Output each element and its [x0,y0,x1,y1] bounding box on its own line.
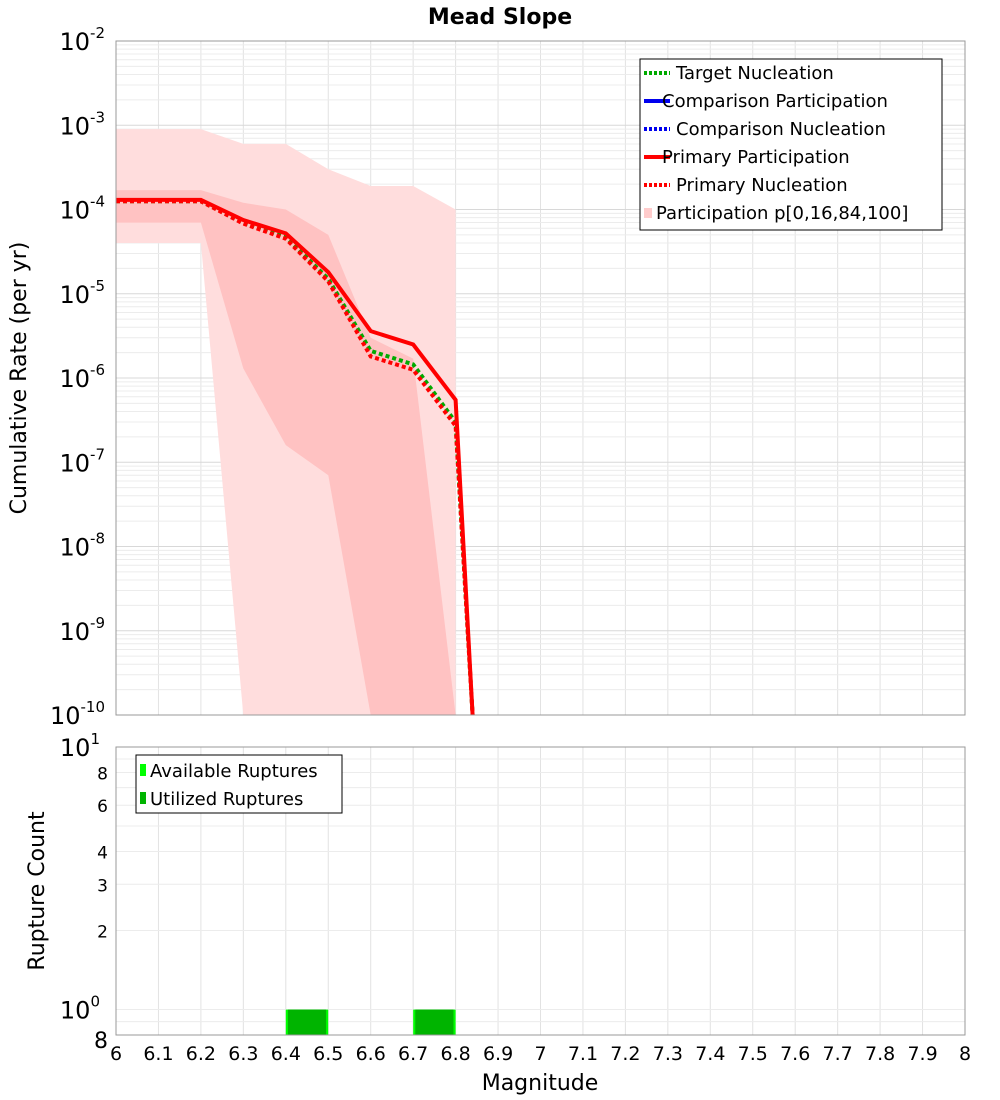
legend-entry-label: Utilized Ruptures [150,789,303,810]
bottom-y-tick-label: 101 [60,730,100,762]
x-tick-label: 7 [534,1043,546,1065]
x-tick-label: 6.1 [143,1043,173,1065]
bottom-y-axis-label: Rupture Count [25,811,50,971]
y-tick-label: 10-8 [59,530,105,562]
legend-entry-label: Primary Nucleation [676,175,848,196]
x-tick-label: 7.9 [907,1043,937,1065]
x-tick-label: 8 [959,1043,971,1065]
bottom-bars [285,1009,456,1035]
top-bands [116,129,456,716]
series-line-primary-participation [116,197,475,716]
y-tick-label: 10-10 [50,698,105,730]
x-tick-label: 7.6 [780,1043,810,1065]
legend-entry-label: Available Ruptures [150,761,318,782]
bottom-y-tick-label: 8 [97,764,108,784]
bottom-y-tick-label: 100 [60,993,100,1025]
legend-entry-label: Primary Participation [662,147,850,168]
x-tick-label: 7.7 [823,1043,853,1065]
x-tick-label: 6 [110,1043,122,1065]
bottom-y-tick-label: 8 [94,1029,108,1054]
bar-utilized-ruptures [415,1009,454,1035]
x-tick-label: 6.2 [186,1043,216,1065]
x-tick-label: 6.8 [440,1043,470,1065]
y-tick-label: 10-2 [59,24,105,56]
bottom-plot-border [115,746,966,1036]
legend-swatch [644,208,652,218]
legend-entry-label: Participation p[0,16,84,100] [656,203,908,224]
x-tick-label: 7.1 [568,1043,598,1065]
y-tick-label: 10-6 [59,361,105,393]
x-tick-labels: 6 6.1 6.2 6.3 6.4 6.5 6.6 6.7 6.8 6.9 7 7.1 7.2 7.3 7.… [110,1043,971,1065]
x-tick-label: 6.6 [356,1043,386,1065]
bar-utilized-ruptures [287,1009,327,1035]
x-tick-label: 6.4 [271,1043,301,1065]
legend-swatch [140,764,146,776]
bottom-y-tick-label: 6 [97,797,108,817]
y-tick-label: 10-5 [59,277,105,309]
y-tick-label: 10-4 [59,193,105,225]
y-tick-label: 10-3 [59,108,105,140]
x-tick-label: 7.8 [865,1043,895,1065]
chart-title: Mead Slope [428,5,572,30]
bottom-y-tick-label: 3 [97,876,108,896]
legend-swatch [140,792,146,804]
top-y-tick-labels: 10-10 10-9 10-8 10-7 10-6 10-5 10-4 10-3 10-2 [50,24,105,730]
top-plot-border [115,40,966,716]
x-tick-label: 7.3 [653,1043,683,1065]
legend-entry-label: Comparison Nucleation [676,119,886,140]
bottom-legend: Available Ruptures Utilized Ruptures [135,754,343,814]
x-tick-label: 7.4 [695,1043,725,1065]
legend-entry-label: Target Nucleation [675,63,834,84]
bottom-y-tick-label: 2 [97,923,108,943]
x-tick-label: 7.2 [610,1043,640,1065]
band-1 [116,190,456,716]
x-tick-label: 7.5 [738,1043,768,1065]
y-tick-label: 10-9 [59,614,105,646]
x-tick-label: 6.3 [228,1043,258,1065]
bottom-y-tick-label: 4 [97,843,108,863]
bottom-legend-box [135,754,343,814]
x-tick-label: 6.9 [483,1043,513,1065]
x-tick-label: 6.5 [313,1043,343,1065]
legend-entry-label: Comparison Participation [662,91,888,112]
top-legend: Target Nucleation Comparison Participatio… [639,58,943,231]
x-tick-label: 6.7 [398,1043,428,1065]
top-y-axis-label: Cumulative Rate (per yr) [7,242,32,515]
x-axis-label: Magnitude [482,1071,599,1096]
top-lines [116,197,475,716]
top-legend-box [639,58,943,231]
y-tick-label: 10-7 [59,445,105,477]
